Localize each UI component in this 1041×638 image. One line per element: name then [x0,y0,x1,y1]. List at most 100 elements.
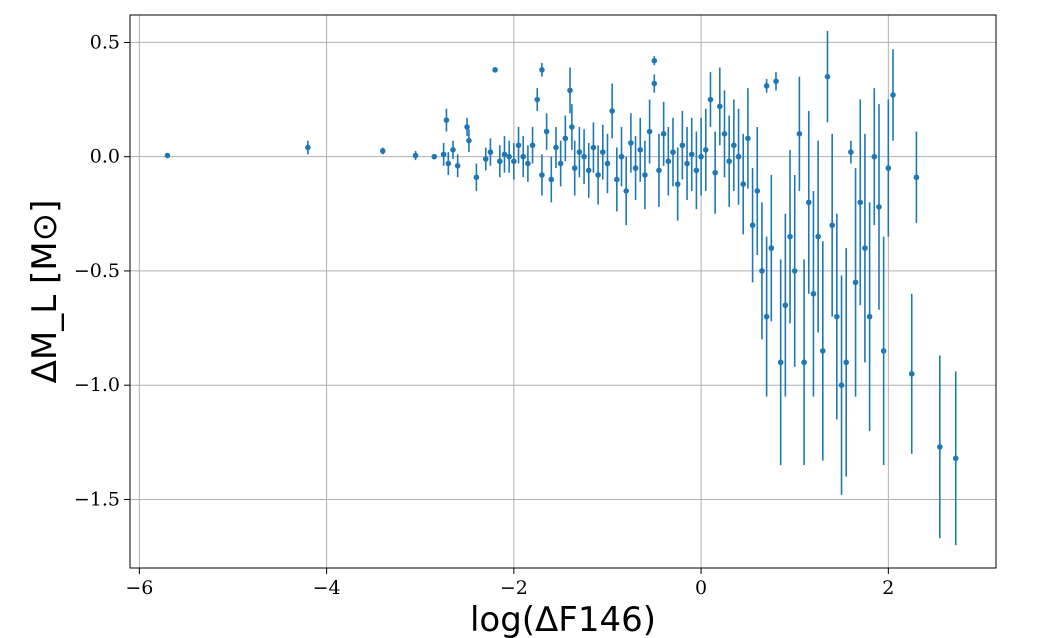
data-point [618,153,625,160]
data-point [539,67,545,73]
data-point [857,199,864,206]
data-point [688,151,695,158]
data-point [740,181,747,187]
data-point [623,188,629,194]
data-point [571,165,578,171]
data-point [866,313,873,320]
data-point [820,348,826,354]
data-point [412,152,419,159]
data-point [473,174,480,181]
data-point [782,302,789,309]
data-point [440,151,447,158]
data-point [908,370,915,377]
data-point [707,96,714,103]
x-tick-label: 0 [695,577,707,599]
data-point [581,153,587,160]
data-point [796,131,803,137]
data-point [749,222,756,229]
data-point [585,167,592,174]
data-point [642,172,648,178]
data-point [660,131,667,137]
data-point [805,199,812,206]
data-point [576,149,583,155]
data-point [768,245,775,251]
y-tick-label: 0.5 [90,31,120,53]
data-point [515,142,522,149]
data-point [745,135,751,142]
data-point [599,149,606,155]
data-point [543,128,550,135]
data-point [562,135,569,142]
data-point [801,359,807,366]
data-point [609,108,615,114]
data-point [539,172,545,178]
data-point [646,128,653,135]
y-tick-label: −1.5 [74,488,120,510]
ticks: −6 −4 −2 0 2 0.5 0.0 −0.5 −1.0 −1.5 [74,31,895,599]
data-point [553,144,559,151]
data-point [852,279,859,286]
data-point [604,160,611,167]
data-point [520,153,527,160]
data-point [754,188,761,194]
data-point [511,158,517,165]
data-point [693,167,700,174]
data-point [880,348,887,354]
data-point [717,103,723,110]
data-point [614,176,620,183]
data-point [731,142,737,149]
data-point [885,165,892,171]
data-point [569,124,575,130]
data-point [698,153,704,160]
data-point [890,92,896,98]
data-point [590,144,597,151]
data-point [937,444,943,450]
data-point [548,176,555,183]
data-point [632,165,639,171]
data-point [534,96,541,103]
data-point [665,158,672,165]
data-point [379,148,386,154]
data-point [735,153,742,160]
data-point [454,163,461,169]
data-point [628,140,634,146]
data-point [529,142,536,149]
data-point [712,169,718,176]
y-tick-label: −0.5 [74,260,120,282]
data-point [843,359,850,366]
data-point [721,131,728,137]
data-point [501,151,508,158]
x-axis-title: log(ΔF146) [470,600,656,638]
data-point [702,147,709,153]
data-point [759,268,765,274]
data-point [726,158,732,165]
data-points [164,30,959,546]
data-point [656,167,662,174]
y-axis-title: ΔM_L [M⊙] [25,200,65,384]
data-point [466,137,472,144]
data-point [674,181,681,187]
data-point [525,160,531,167]
data-point [450,147,456,153]
data-point [431,153,438,160]
data-point [684,160,690,167]
data-point [464,124,470,130]
x-tick-label: 2 [882,577,894,599]
data-point [670,149,676,155]
data-point [777,359,784,366]
plot-frame [129,14,997,569]
data-point [637,147,644,153]
data-point [952,455,959,462]
data-point [506,153,512,160]
data-point [595,172,601,178]
data-point [763,83,770,89]
x-tick-label: −4 [313,577,341,599]
data-point [791,268,798,274]
data-point [763,313,770,320]
data-point [305,144,311,151]
data-point [862,245,868,251]
data-point [492,67,498,73]
x-tick-label: −2 [500,577,528,599]
